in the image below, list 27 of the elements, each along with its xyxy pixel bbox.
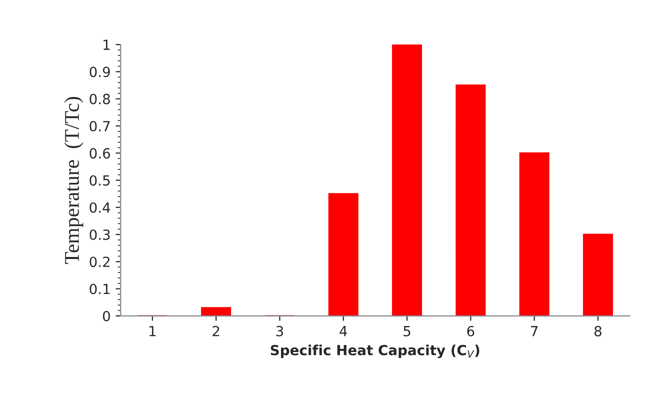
y-tick-label: 0.7 (90, 120, 110, 132)
bar (328, 193, 358, 316)
y-tick-label: 0.8 (90, 94, 110, 104)
y-tick-label: 1 (104, 40, 110, 50)
y-tick-label: 0.5 (90, 175, 110, 186)
y-tick-label: 0.4 (90, 202, 110, 213)
bar (519, 152, 550, 316)
y-tick-label: 0.2 (90, 256, 110, 268)
bar (456, 84, 486, 316)
y-tick-label: 0.6 (90, 148, 110, 159)
y-tick-label: 0 (102, 310, 110, 322)
bar (201, 307, 232, 316)
x-tick-label: 3 (276, 326, 284, 336)
y-axis-title: Temperature (T/Tc) (64, 97, 84, 264)
y-tick-label: 0.3 (90, 229, 110, 240)
x-tick-label: 1 (150, 326, 156, 336)
y-tick-label: 0.1 (90, 284, 110, 294)
x-tick-label: 5 (404, 326, 410, 336)
x-axis-title: Specific Heat Capacity (C$_{V}$) (270, 344, 480, 358)
bar (392, 44, 422, 316)
x-tick-label: 2 (212, 326, 220, 336)
x-tick-label: 4 (340, 326, 348, 336)
y-tick-label: 0.9 (90, 66, 110, 78)
x-tick-label: 7 (531, 326, 538, 336)
bar (582, 234, 613, 316)
x-tick-label: 8 (594, 326, 602, 336)
x-tick-label: 6 (467, 326, 474, 336)
